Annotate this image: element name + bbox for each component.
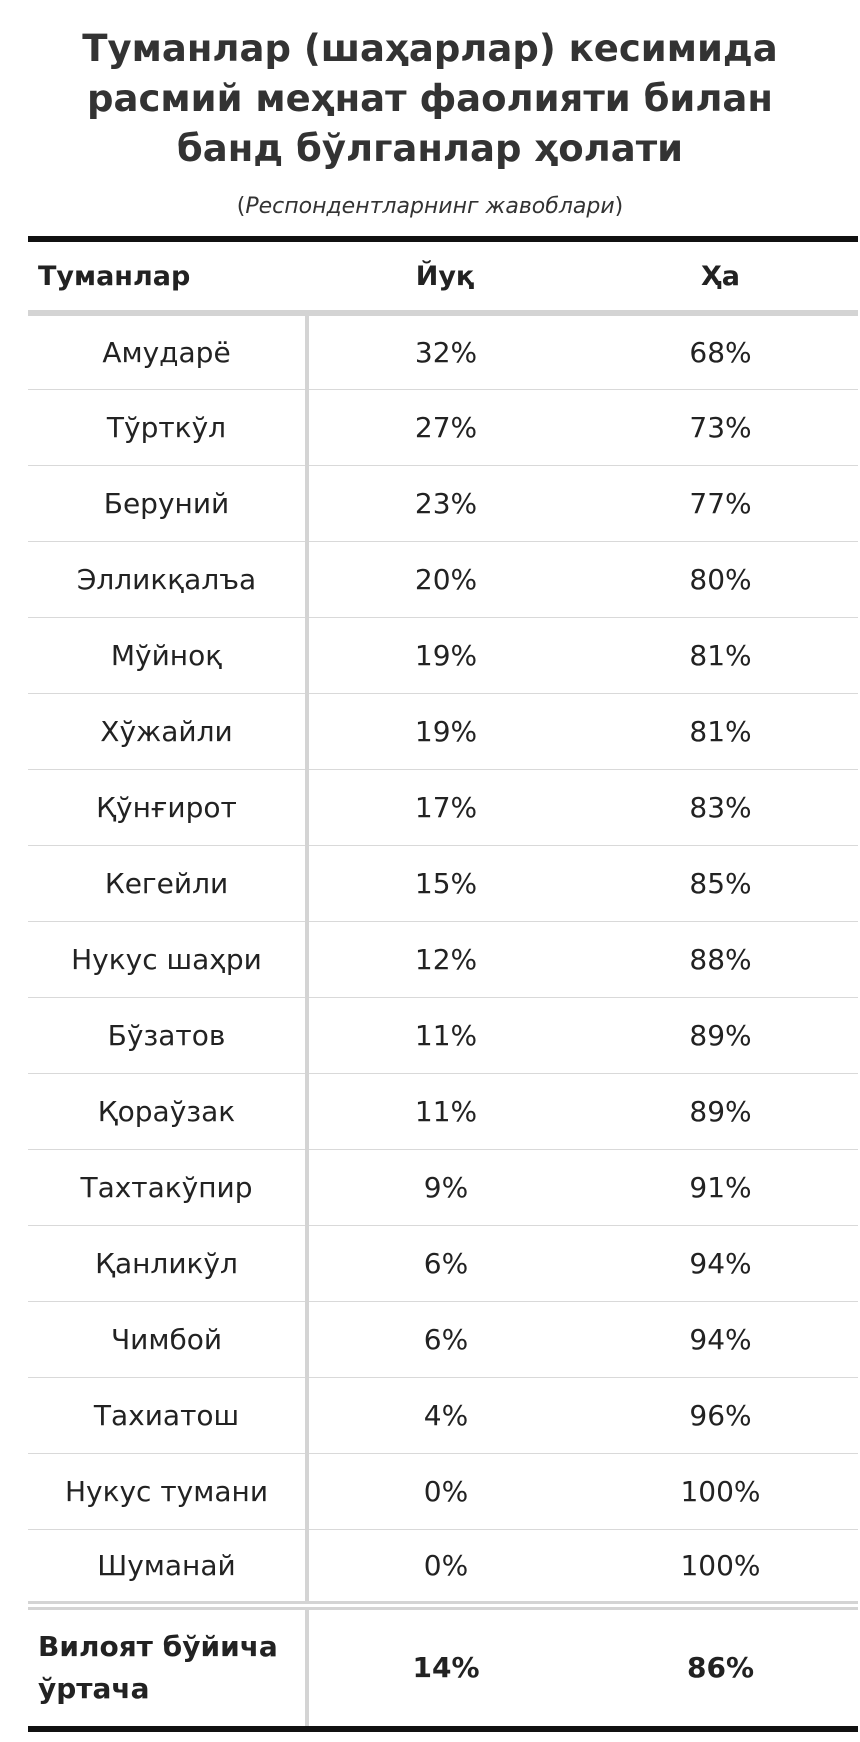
no-cell: 11% [307,1073,583,1150]
district-cell: Қўнғирот [28,769,309,846]
table-row: Амударё 32% 68% [28,313,858,390]
yes-cell: 100% [583,1453,858,1530]
district-cell: Қораўзак [28,1073,309,1150]
district-cell: Кегейли [28,845,309,922]
yes-cell: 81% [583,693,858,770]
no-cell: 23% [307,465,583,542]
no-cell: 6% [307,1301,583,1378]
yes-cell: 89% [583,1073,858,1150]
yes-cell: 100% [680,1548,761,1582]
yes-cell: 80% [583,541,858,618]
district-cell: Тўрткўл [28,389,309,466]
district-cell: Элликқалъа [28,541,309,618]
column-header-district: Туманлар [28,236,307,316]
yes-cell: 85% [583,845,858,922]
data-table: Туманлар Йуқ Ҳа Амударё 32% 68% Тўрткўл 27% 7… [28,236,858,1732]
district-cell: Беруний [28,465,309,542]
district-cell: Шуманай [28,1529,309,1605]
table-row: Тахиатош 4% 96% [28,1377,858,1454]
table-row: Кегейли 15% 85% [28,845,858,922]
table-row: Тахтакўпир 9% 91% [28,1149,858,1226]
subtitle-text: Респондентларнинг жавоблари [245,194,615,219]
table-row: Қўнғирот 17% 83% [28,769,858,846]
header-row: Туманлар Йуқ Ҳа [28,236,858,316]
district-cell: Нукус шаҳри [28,921,309,998]
table-row: Тўрткўл 27% 73% [28,389,858,466]
average-yes-value: 86% [583,1600,858,1732]
table-row: Чимбой 6% 94% [28,1301,858,1378]
district-cell: Амударё [28,313,309,390]
no-cell: 11% [307,997,583,1074]
no-cell: 32% [307,313,583,390]
yes-cell: 94% [583,1301,858,1378]
column-header-yes: Ҳа [583,236,858,316]
table-row: Беруний 23% 77% [28,465,858,542]
chart-subtitle: (Респондентларнинг жавоблари) [236,194,624,219]
table-body: Амударё 32% 68% Тўрткўл 27% 73% Беруний 23% 77% Э… [28,313,858,1605]
yes-cell: 83% [583,769,858,846]
chart-title: Туманлар (шаҳарлар) кесимида расмий меҳн… [82,27,778,170]
table-row: Қораўзак 11% 89% [28,1073,858,1150]
yes-cell: 96% [583,1377,858,1454]
yes-cell: 94% [583,1225,858,1302]
table-row: Элликқалъа 20% 80% [28,541,858,618]
no-cell: 0% [307,1453,583,1530]
table-row: Бўзатов 11% 89% [28,997,858,1074]
average-no-value: 14% [307,1600,583,1732]
district-cell: Тахиатош [28,1377,309,1454]
table-row: Хўжайли 19% 81% [28,693,858,770]
yes-cell: 81% [583,617,858,694]
no-cell: 27% [307,389,583,466]
no-cell: 9% [307,1149,583,1226]
district-cell: Тахтакўпир [28,1149,309,1226]
district-cell: Бўзатов [28,997,309,1074]
no-cell: 6% [307,1225,583,1302]
table-row: Нукус тумани 0% 100% [28,1453,858,1530]
column-header-no: Йуқ [307,236,583,316]
district-cell: Хўжайли [28,693,309,770]
no-cell: 0% [423,1548,469,1582]
average-label: Вилоят бўйича ўртача [28,1600,309,1732]
yes-cell: 73% [583,389,858,466]
district-cell: Мўйноқ [28,617,309,694]
district-cell: Чимбой [28,1301,309,1378]
no-cell: 19% [307,617,583,694]
yes-cell: 91% [583,1149,858,1226]
no-cell: 12% [307,921,583,998]
table-row: Нукус шаҳри 12% 88% [28,921,858,998]
no-cell: 19% [307,693,583,770]
no-cell: 20% [307,541,583,618]
district-cell: Қанликўл [28,1225,309,1302]
yes-cell: 77% [583,465,858,542]
table-row: Мўйноқ 19% 81% [28,617,858,694]
yes-cell: 89% [583,997,858,1074]
yes-cell: 88% [583,921,858,998]
table-row: Шуманай 0% 100% [28,1529,858,1605]
no-cell: 15% [307,845,583,922]
no-cell: 17% [307,769,583,846]
yes-cell: 68% [583,313,858,390]
district-cell: Нукус тумани [28,1453,309,1530]
table-row: Қанликўл 6% 94% [28,1225,858,1302]
no-cell: 4% [307,1377,583,1454]
average-row: Вилоят бўйича ўртача 14% 86% [28,1600,858,1732]
